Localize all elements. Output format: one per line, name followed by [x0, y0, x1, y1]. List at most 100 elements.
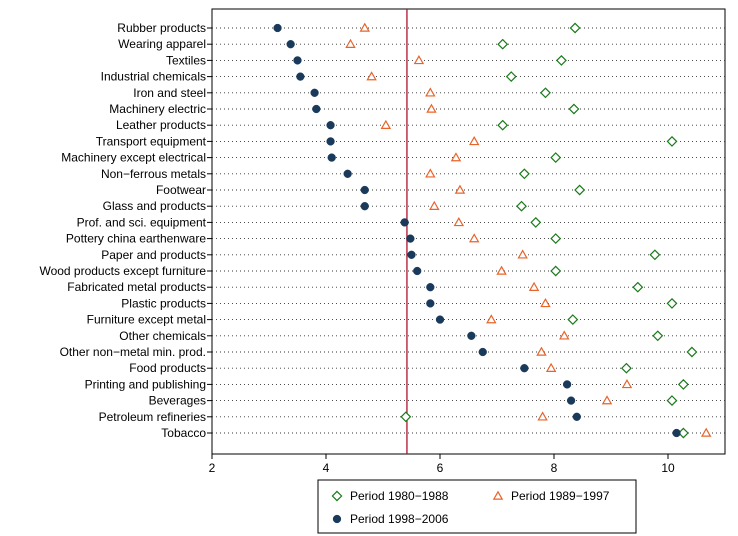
data-point-series-3 [520, 364, 529, 373]
data-point-series-1 [400, 411, 412, 423]
data-point-series-2 [486, 314, 497, 324]
data-point-series-3 [286, 40, 295, 49]
data-point-series-2 [468, 135, 480, 146]
data-point-series-3 [426, 283, 435, 292]
data-point-series-1 [518, 168, 530, 180]
category-label: Beverages [149, 394, 206, 408]
x-tick-label: 6 [437, 461, 444, 475]
data-point-series-3 [406, 234, 415, 243]
category-label: Wood products except furniture [39, 264, 206, 278]
category-label: Leather products [116, 118, 206, 132]
data-point-series-3 [400, 218, 409, 227]
data-point-series-1 [550, 152, 562, 164]
data-point-series-1 [666, 135, 678, 147]
legend-marker-series-3 [332, 514, 342, 524]
data-point-series-1 [497, 119, 509, 131]
plot-area [211, 8, 726, 455]
data-point-series-3 [310, 88, 319, 97]
data-point-series-1 [666, 297, 678, 309]
data-point-series-3 [273, 23, 282, 33]
category-label: Iron and steel [133, 86, 206, 100]
data-point-series-2 [380, 119, 392, 129]
data-point-series-1 [686, 346, 698, 358]
data-point-series-3 [326, 121, 335, 130]
data-point-series-2 [601, 395, 613, 405]
category-label: Rubber products [117, 21, 206, 35]
data-point-series-2 [454, 184, 466, 194]
data-point-series-1 [632, 281, 644, 293]
legend-marker-series-1 [331, 490, 343, 502]
category-label: Petroleum refineries [99, 410, 206, 424]
data-point-series-3 [478, 347, 487, 357]
category-label: Glass and products [103, 199, 206, 213]
data-point-series-3 [672, 428, 681, 438]
legend-box [317, 479, 637, 534]
data-point-series-2 [345, 38, 356, 48]
data-point-series-1 [574, 184, 586, 196]
data-point-series-3 [566, 396, 576, 405]
data-point-series-1 [550, 233, 562, 245]
data-point-series-1 [652, 330, 664, 342]
category-label: Other non−metal min. prod. [60, 345, 206, 359]
data-point-series-1 [620, 362, 632, 374]
data-point-series-2 [413, 54, 425, 65]
data-point-series-2 [453, 216, 465, 227]
data-marks [273, 22, 712, 439]
data-point-series-2 [537, 411, 548, 421]
data-point-series-3 [360, 185, 369, 195]
data-point-series-3 [343, 169, 352, 178]
legend: Period 1980−1988 Period 1989−1997 Period 1… [317, 479, 637, 534]
data-point-series-3 [562, 380, 572, 389]
category-label: Wearing apparel [118, 37, 206, 51]
grid-lines [207, 27, 725, 434]
category-label: Plastic products [121, 296, 206, 310]
data-point-series-3 [326, 137, 335, 146]
x-tick-label: 2 [209, 461, 216, 475]
data-point-series-3 [426, 299, 435, 308]
data-point-series-2 [700, 427, 712, 437]
category-label: Footwear [156, 183, 206, 197]
data-point-series-2 [468, 233, 480, 243]
data-point-series-2 [496, 265, 507, 275]
legend-label-series-3: Period 1998−2006 [350, 512, 449, 526]
data-point-series-3 [296, 72, 305, 81]
data-point-series-2 [540, 297, 551, 308]
legend-label-series-2: Period 1989−1997 [511, 489, 610, 503]
data-point-series-1 [568, 103, 580, 115]
data-point-series-1 [569, 22, 581, 34]
data-point-series-3 [327, 153, 336, 162]
x-axis: 2 4 6 8 10 [209, 454, 675, 475]
x-tick-label: 4 [323, 461, 330, 475]
data-point-series-2 [429, 200, 440, 210]
category-label: Paper and products [101, 248, 206, 262]
data-point-series-2 [621, 378, 633, 389]
data-point-series-3 [572, 412, 581, 421]
data-point-series-2 [559, 330, 570, 340]
data-point-series-3 [407, 250, 416, 259]
category-label: Tobacco [161, 426, 206, 440]
data-point-series-1 [540, 87, 551, 99]
category-label: Machinery except electrical [61, 151, 206, 165]
category-label: Industrial chemicals [101, 70, 206, 84]
data-point-series-1 [666, 395, 678, 407]
data-point-series-2 [517, 249, 528, 259]
data-point-series-3 [467, 331, 476, 340]
category-labels: Rubber products Wearing apparel Textiles In… [39, 21, 206, 440]
category-label: Prof. and sci. equipment [77, 215, 207, 229]
x-tick-label: 8 [551, 461, 558, 475]
data-point-series-2 [545, 362, 557, 372]
data-point-series-1 [550, 265, 562, 277]
data-point-series-3 [293, 56, 302, 65]
data-point-series-1 [505, 71, 517, 83]
category-label: Machinery electric [109, 102, 206, 116]
data-point-series-1 [555, 54, 567, 66]
data-point-series-3 [312, 104, 321, 114]
data-point-series-3 [435, 315, 445, 324]
data-point-series-1 [497, 38, 509, 50]
data-point-series-1 [516, 200, 527, 212]
data-point-series-1 [649, 249, 661, 261]
category-label: Non−ferrous metals [101, 167, 206, 181]
data-point-series-2 [528, 281, 540, 291]
data-point-series-3 [413, 266, 422, 276]
